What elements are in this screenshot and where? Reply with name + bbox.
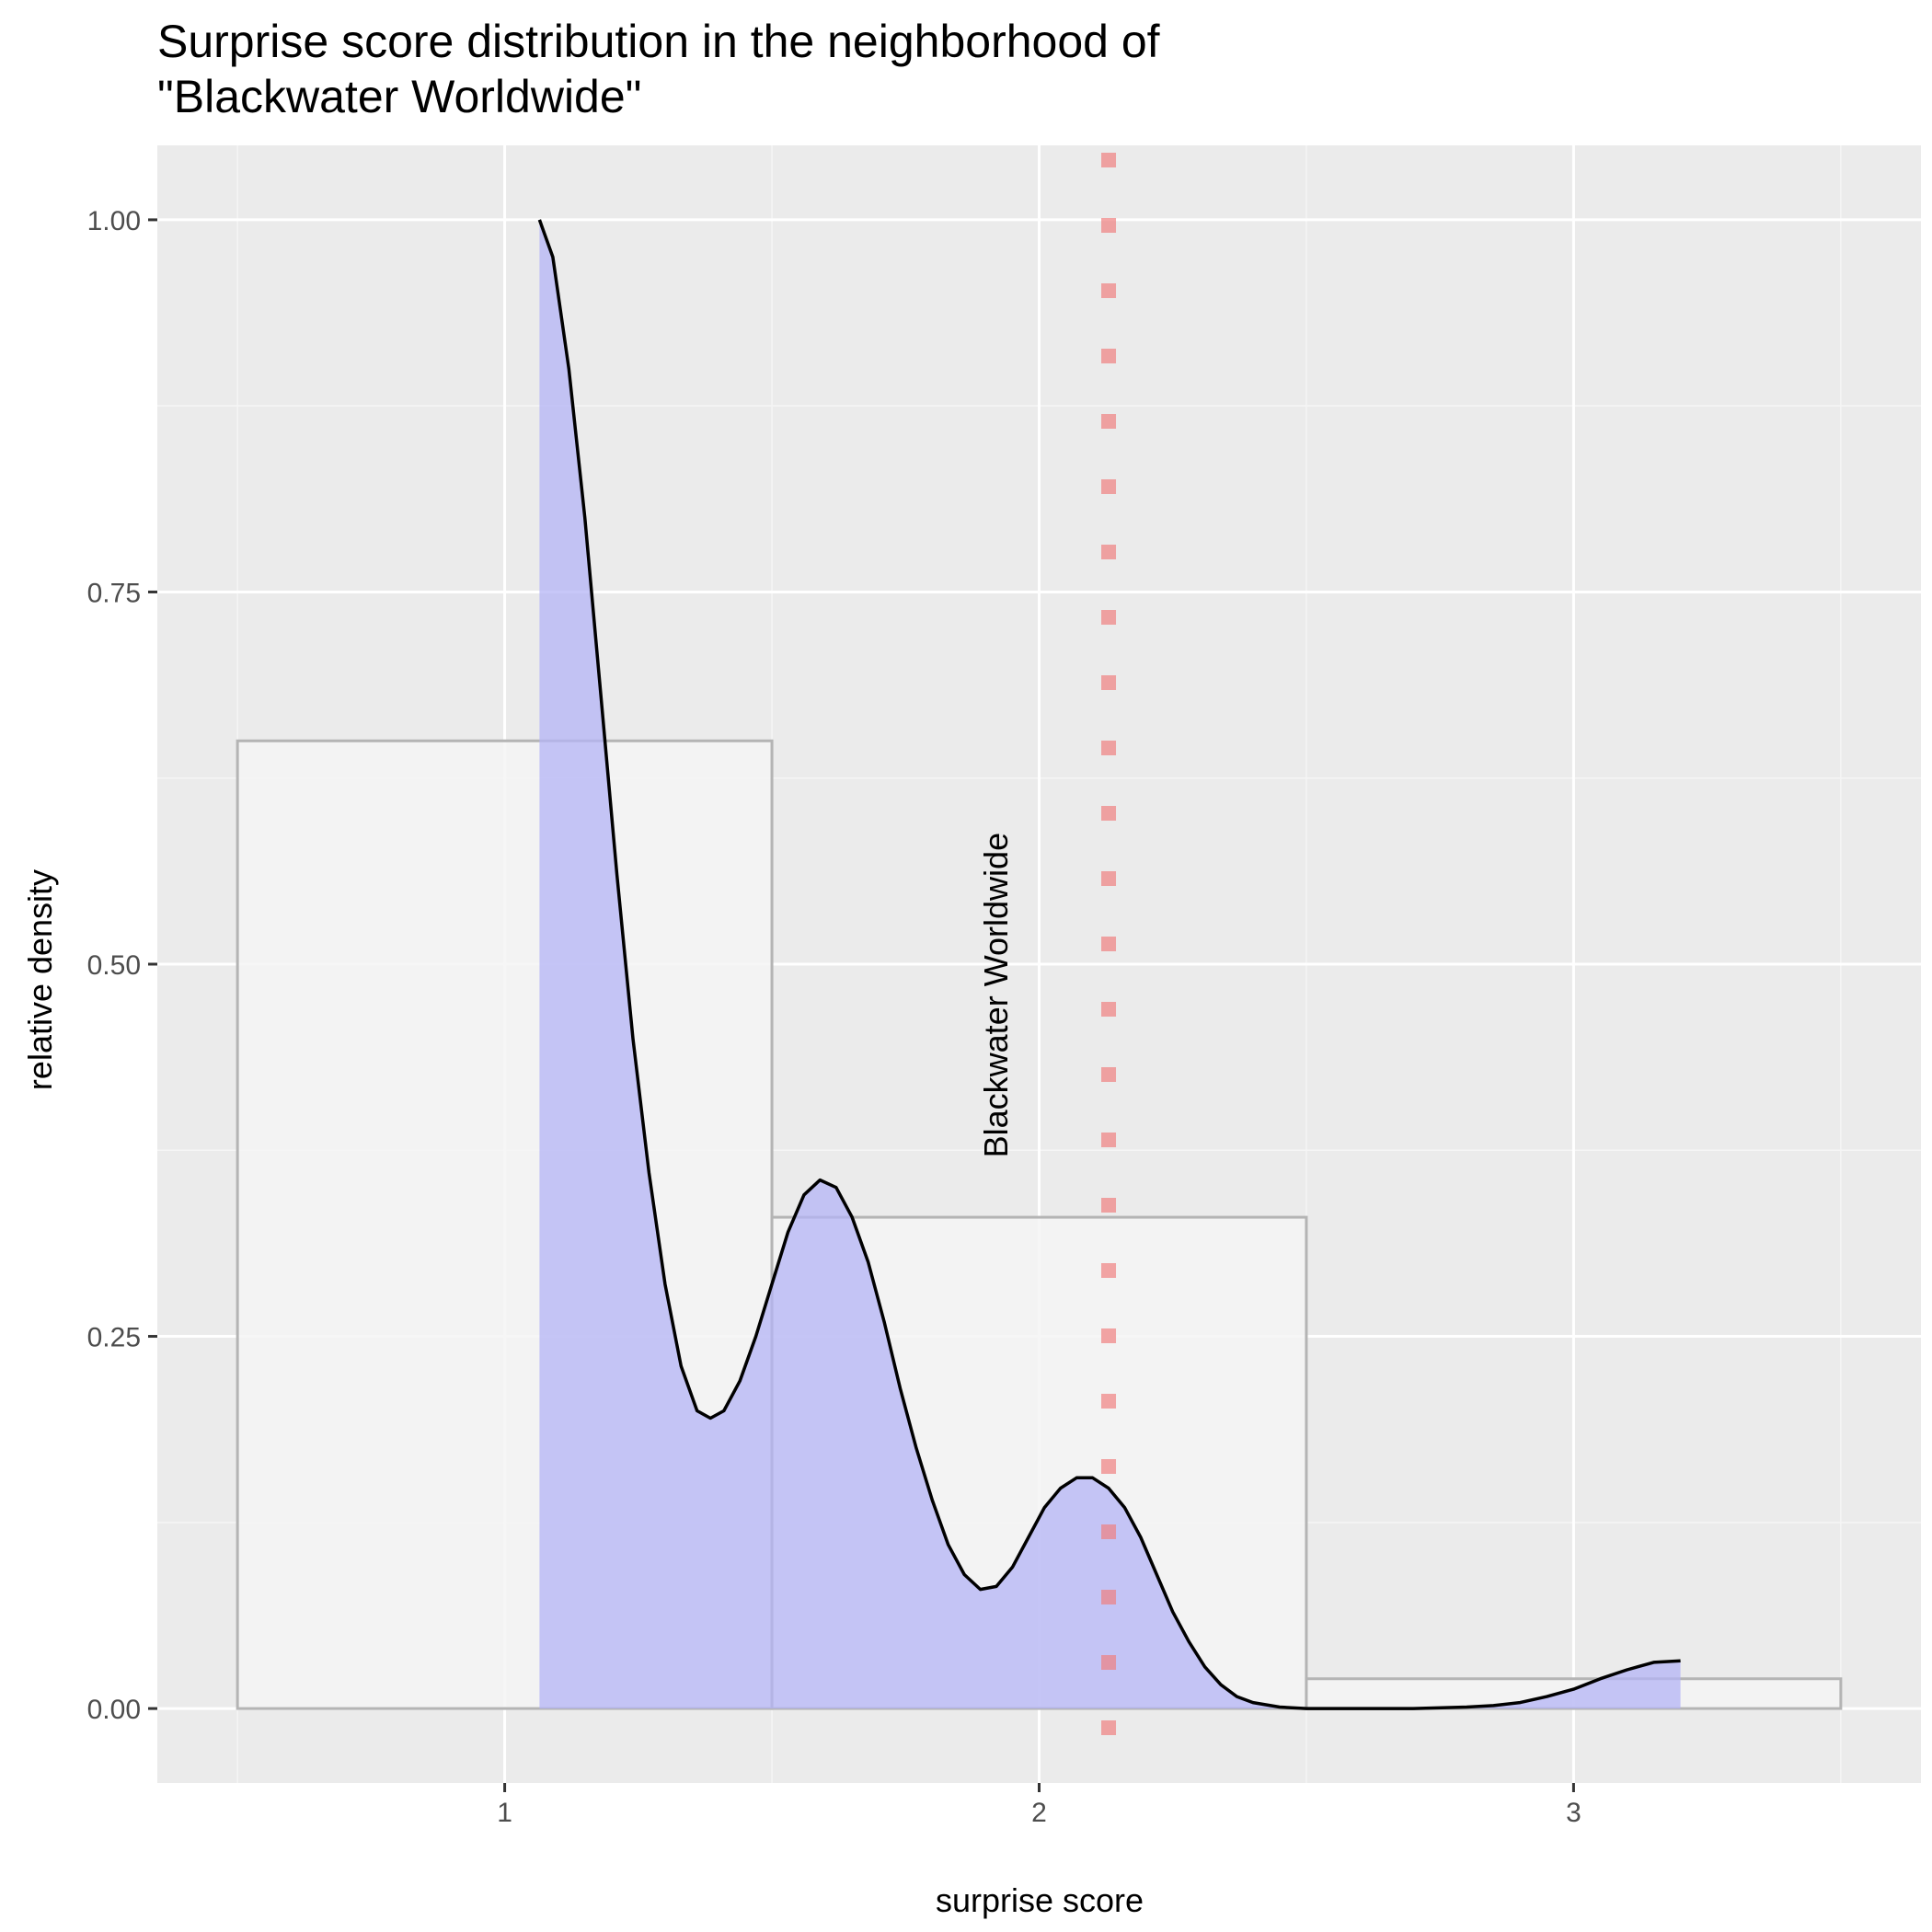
x-axis: 1 2 3 (497, 1783, 1581, 1828)
y-axis: 0.00 0.25 0.50 0.75 1.00 (87, 206, 157, 1725)
y-tick-label: 1.00 (87, 206, 141, 236)
x-tick-label: 2 (1031, 1798, 1047, 1828)
reference-line-group: Blackwater Worldwide (977, 153, 1117, 1783)
y-tick-label: 0.00 (87, 1695, 141, 1725)
density-curve (537, 219, 1681, 1710)
density-line (537, 219, 1681, 1710)
x-tick-label: 3 (1566, 1798, 1581, 1828)
y-tick-label: 0.75 (87, 578, 141, 608)
y-axis-title: relative density (21, 869, 59, 1090)
x-tick-label: 1 (497, 1798, 512, 1828)
density-area (539, 219, 1681, 1709)
x-axis-title: surprise score (936, 1881, 1144, 1919)
chart-title: Surprise score distribution in the neigh… (157, 16, 1160, 67)
y-tick-label: 0.25 (87, 1323, 141, 1353)
reference-line-label: Blackwater Worldwide (977, 833, 1015, 1157)
y-tick-label: 0.50 (87, 950, 141, 981)
chart-subtitle: "Blackwater Worldwide" (157, 71, 641, 122)
